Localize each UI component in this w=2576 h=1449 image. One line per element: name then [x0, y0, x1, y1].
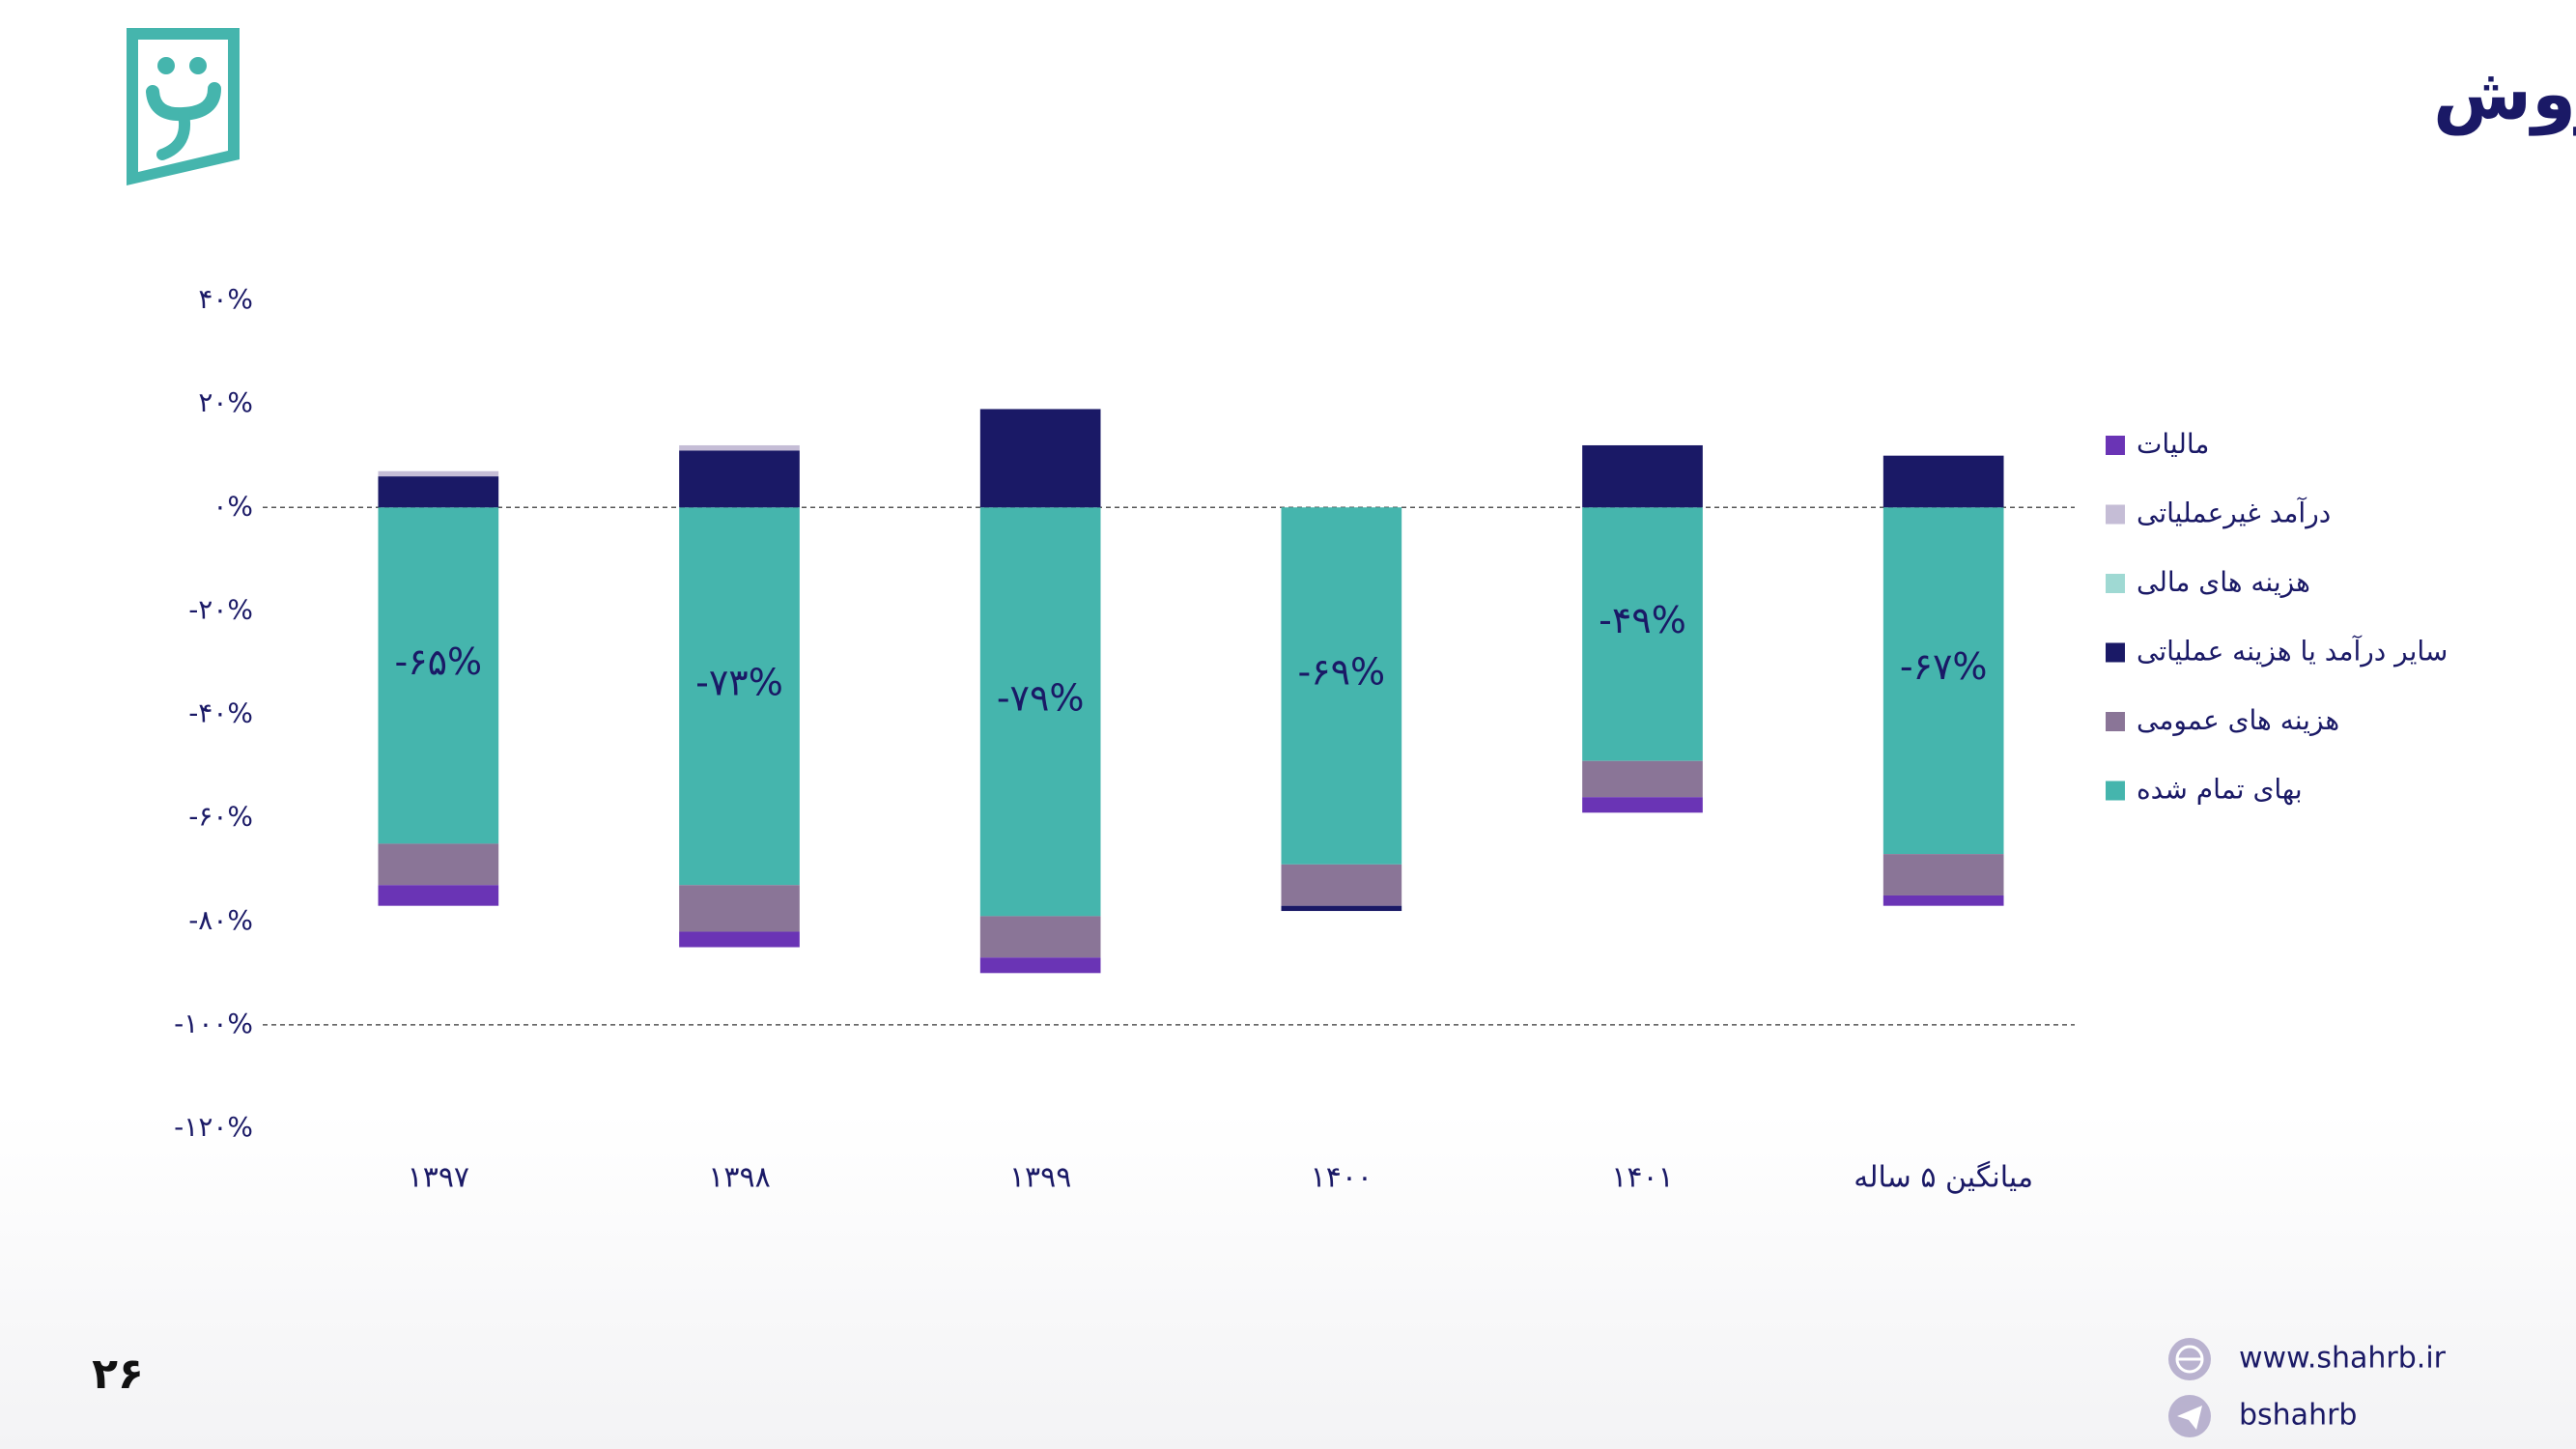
bar-segment: [1281, 507, 1402, 865]
legend-label: درآمد غیرعملیاتی: [2137, 497, 2331, 529]
value-label: -۶۵%: [395, 640, 483, 683]
bar-segment: [1882, 895, 2004, 906]
value-label: -۶۷%: [1900, 645, 1988, 688]
bar-segment: [378, 507, 499, 844]
bar-segment: [979, 409, 1101, 508]
website: www.shahrb.ir: [2239, 1342, 2447, 1376]
bar-segment: [679, 885, 800, 932]
y-tick-label: ۰%: [212, 490, 253, 522]
legend-swatch: [2106, 574, 2125, 593]
bar-segment: [979, 957, 1101, 974]
legend-label: سایر درآمد یا هزینه عملیاتی: [2137, 636, 2448, 668]
telegram: bshahrb: [2239, 1399, 2357, 1433]
bar-segment: [1582, 797, 1703, 813]
y-tick-label: -۲۰%: [188, 593, 253, 625]
legend-label: مالیات: [2137, 428, 2209, 460]
bar-segment: [1882, 507, 2004, 855]
legend-swatch: [2106, 436, 2125, 455]
y-tick-label: -۴۰%: [188, 697, 253, 729]
bar-segment: [1582, 760, 1703, 798]
page-number: ۲۶: [92, 1350, 144, 1399]
bar-segment: [378, 476, 499, 508]
legend-label: هزینه های مالی: [2137, 566, 2310, 598]
value-label: -۶۹%: [1298, 651, 1386, 694]
bar-segment: [1281, 905, 1402, 912]
bar-segment: [378, 470, 499, 477]
legend-swatch: [2106, 642, 2125, 663]
background-fade: [0, 1111, 2576, 1449]
x-tick-label: ۱۳۹۹: [1009, 1161, 1071, 1195]
bar-segment: [1882, 455, 2004, 508]
bar-segment: [1281, 864, 1402, 906]
legend-label: بهای تمام شده: [2137, 774, 2303, 806]
bar-segment: [979, 507, 1101, 917]
bar-segment: [679, 450, 800, 508]
telegram-icon: [2168, 1395, 2211, 1437]
y-tick-label: ۴۰%: [198, 283, 253, 315]
bar-segment: [679, 507, 800, 886]
x-tick-label: ۱۴۰۱: [1611, 1161, 1673, 1195]
value-label: -۷۹%: [997, 676, 1085, 719]
value-label: -۴۹%: [1599, 599, 1686, 641]
bar-segment: [679, 931, 800, 948]
bar-segment: [1582, 507, 1703, 761]
x-tick-label: میانگین ۵ ساله: [1854, 1161, 2033, 1195]
y-tick-label: -۱۲۰%: [174, 1111, 253, 1143]
legend-swatch: [2106, 504, 2125, 525]
bar-segment: [378, 885, 499, 906]
slide-title: اقلام صورت سود و زیان بر اساس درصدی از ف…: [2433, 53, 2576, 137]
y-tick-label: -۸۰%: [188, 904, 253, 936]
x-tick-label: ۱۳۹۸: [708, 1161, 770, 1195]
bar-segment: [378, 843, 499, 886]
legend-label: هزینه های عمومی: [2137, 704, 2339, 736]
value-label: -۷۳%: [695, 661, 783, 703]
bar-segment: [1882, 854, 2004, 895]
chart: ۴۰% ۲۰% ۰% -۲۰% -۴۰% -۶۰% -۸۰% -۱۰۰% -۱۲۰% ۱۳۹۷ -۶…: [174, 283, 2448, 1195]
legend-swatch: [2106, 712, 2125, 731]
bar-segment: [679, 444, 800, 451]
logo: [127, 28, 240, 185]
x-tick-label: ۱۳۹۷: [408, 1161, 469, 1195]
website-icon: [2168, 1338, 2211, 1380]
y-tick-label: ۲۰%: [198, 386, 253, 418]
y-tick-label: -۱۰۰%: [174, 1008, 253, 1039]
bar-segment: [1582, 444, 1703, 508]
bar-segment: [979, 916, 1101, 958]
y-tick-label: -۶۰%: [188, 801, 253, 833]
legend-swatch: [2106, 781, 2125, 801]
x-tick-label: ۱۴۰۰: [1311, 1161, 1373, 1195]
